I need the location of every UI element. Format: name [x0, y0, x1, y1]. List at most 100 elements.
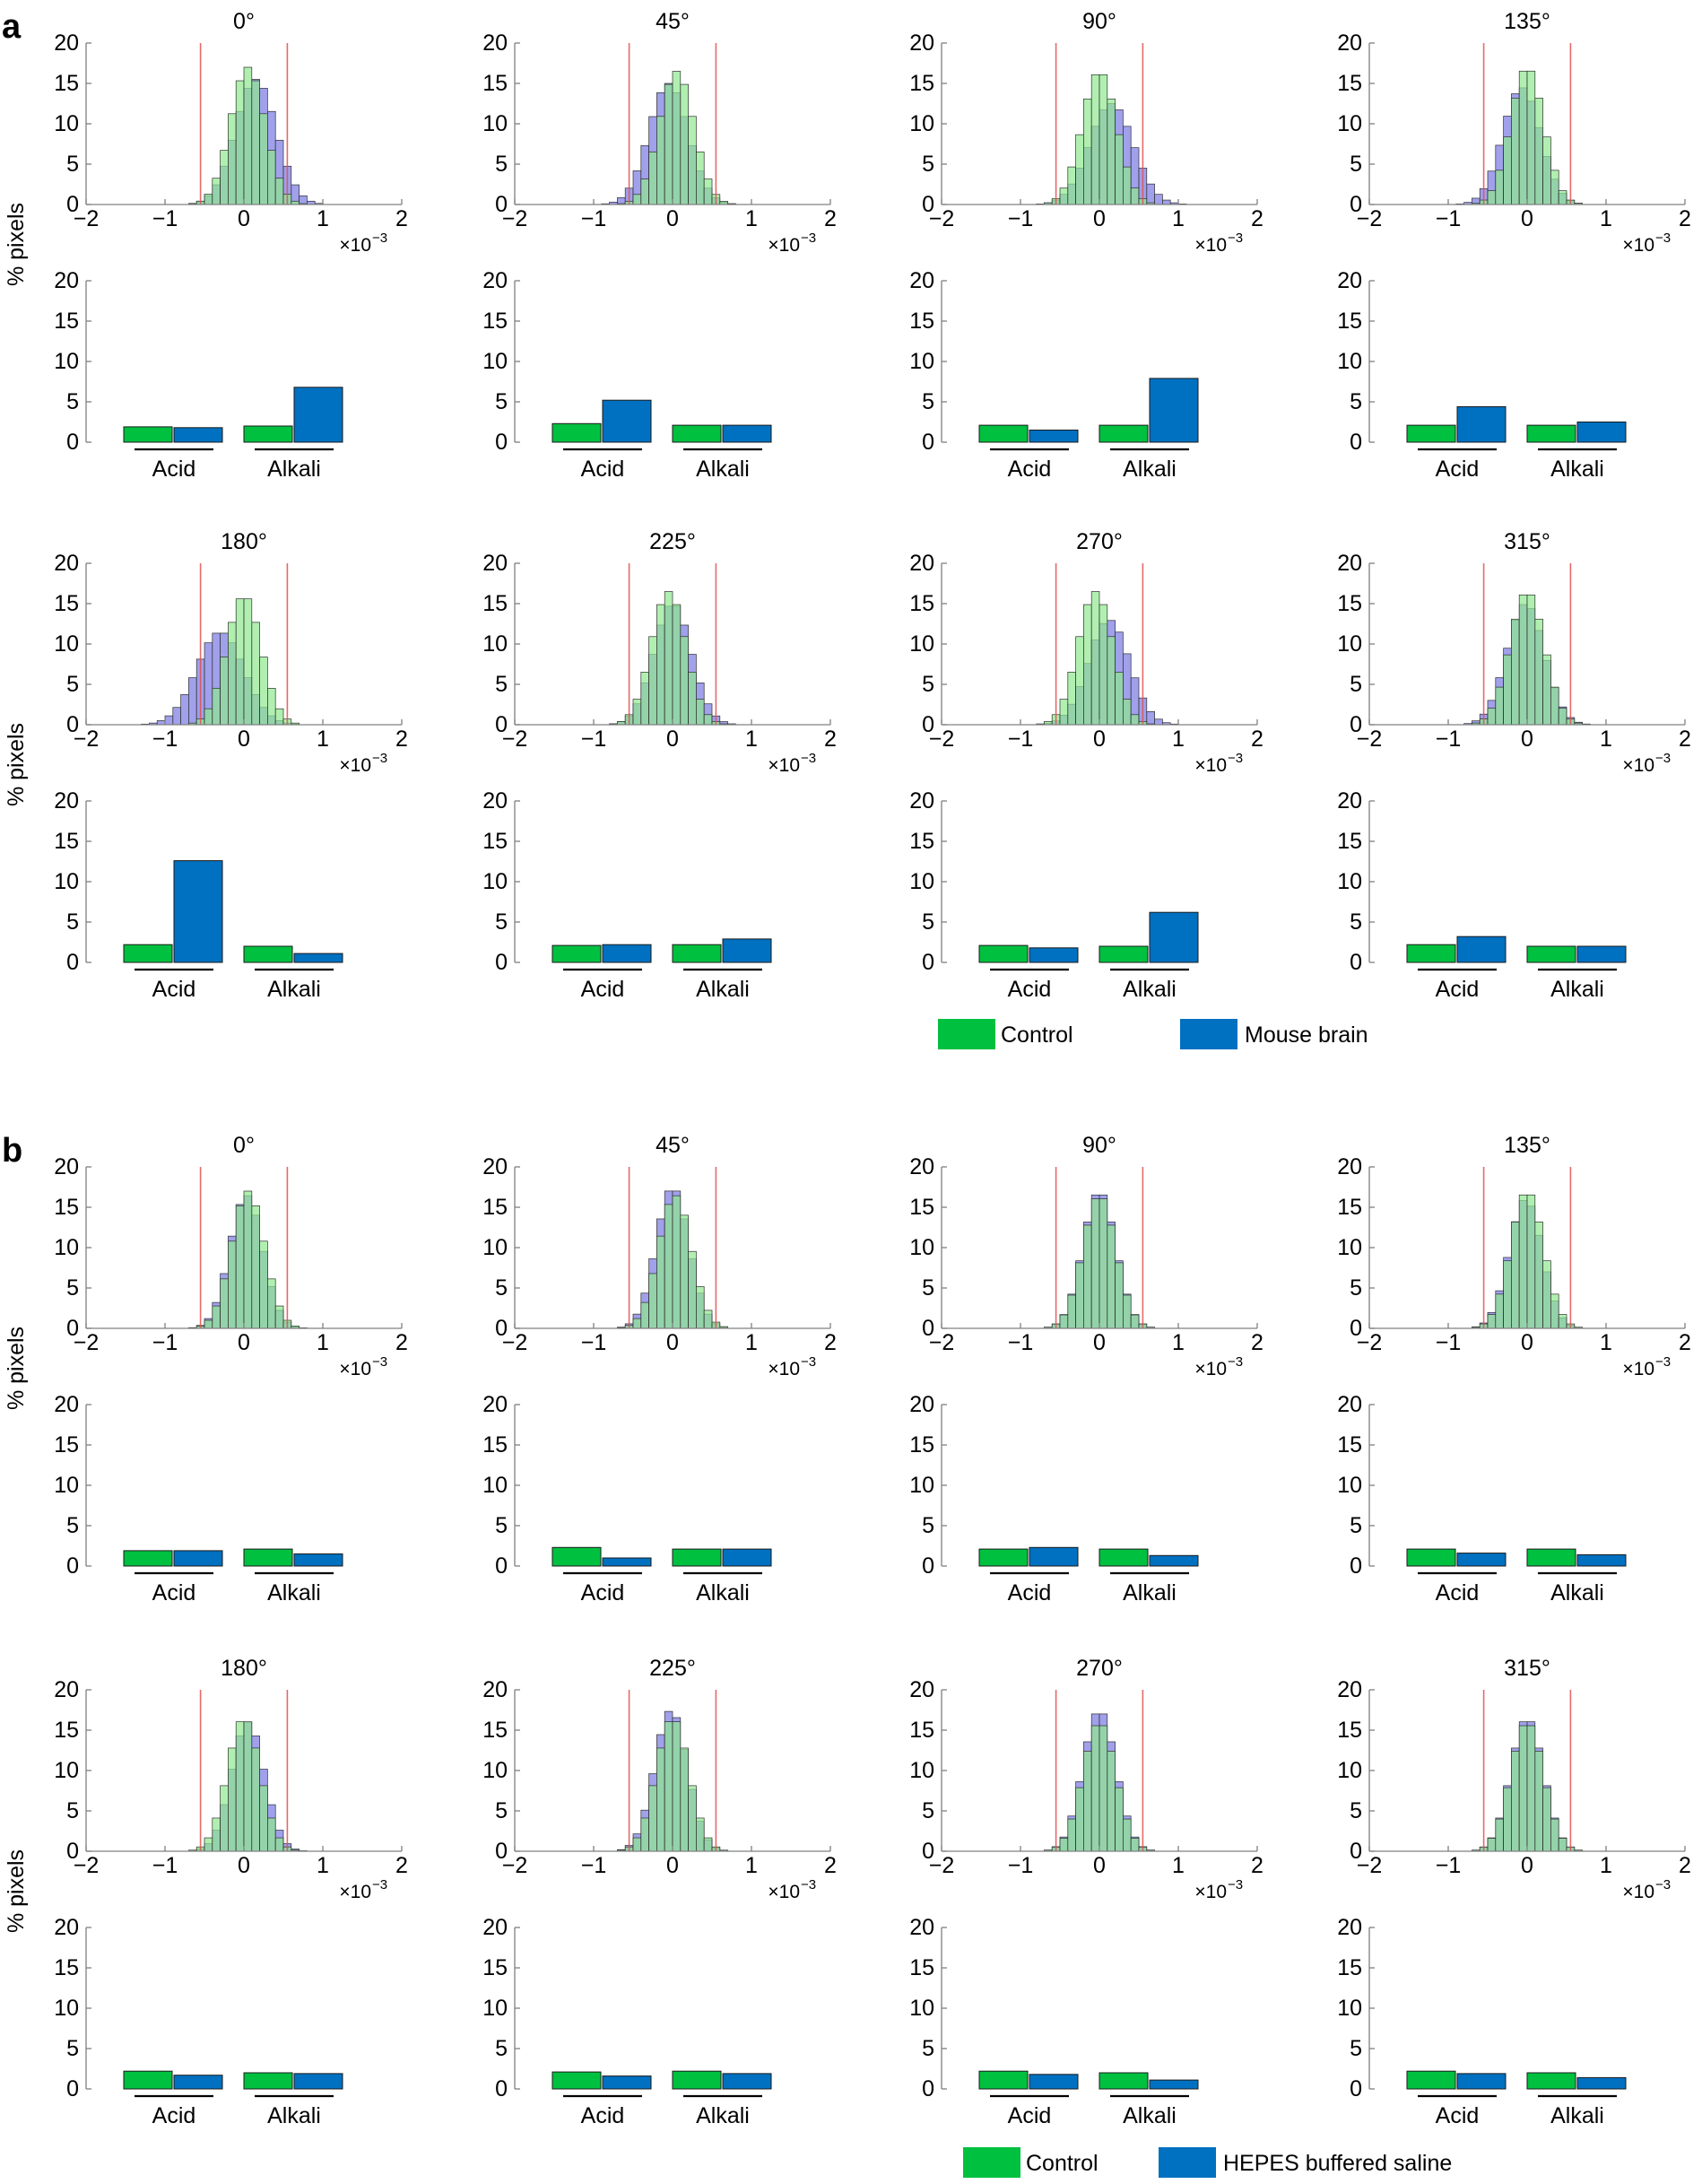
x-tick-label: 2 [395, 727, 408, 752]
group-label-alkali: Alkali [696, 457, 750, 482]
control-hist-bin [656, 1235, 665, 1329]
control-hist-bin [251, 1747, 260, 1852]
hist-y-tick-label: 5 [922, 1798, 934, 1823]
bar-y-tick-label: 0 [66, 2076, 79, 2101]
control-hist-bin [243, 1190, 253, 1329]
bar-y-tick-label: 5 [1350, 2036, 1362, 2061]
acid-treatment-bar [1029, 2074, 1079, 2090]
alkali-treatment-bar [722, 938, 772, 963]
y-axis-label: % pixels [4, 1849, 29, 1933]
bar-y-tick-label: 5 [1350, 389, 1362, 414]
x-tick-label: 1 [745, 727, 758, 752]
control-hist-bin [212, 688, 221, 726]
bar-y-tick-label: 10 [54, 1996, 79, 2021]
hist-y-tick-label: 20 [482, 1154, 508, 1179]
hist-y-tick-label: 20 [54, 551, 79, 576]
group-label-alkali: Alkali [267, 1580, 321, 1605]
bar-y-tick-label: 0 [495, 2076, 508, 2101]
control-hist-bin [672, 1721, 682, 1852]
bar-y-tick-label: 10 [54, 349, 79, 374]
x-tick-label: −1 [1436, 727, 1462, 752]
hist-y-tick-label: 10 [909, 1758, 934, 1783]
x-tick-label: 0 [238, 1853, 250, 1878]
x-exponent-power: −3 [801, 1877, 816, 1893]
hist-y-tick-label: 0 [66, 712, 79, 737]
bar-y-tick-label: 0 [1350, 950, 1362, 975]
control-hist-bin [274, 708, 284, 726]
group-label-alkali: Alkali [267, 2103, 321, 2128]
bar-y-tick-label: 20 [1337, 788, 1362, 814]
histogram-plot-a-0-0: 0° 0 5 10 15 20 −2 −1 0 1 2 ×10 −3 [54, 9, 408, 256]
bar-y-tick-label: 20 [54, 268, 79, 293]
bar-y-tick-label: 0 [922, 430, 934, 455]
hist-y-tick-label: 0 [495, 1316, 508, 1341]
legend-treatment-swatch [1180, 1019, 1237, 1049]
plot-title: 315° [1504, 1656, 1550, 1681]
x-tick-label: 0 [1093, 1330, 1106, 1355]
hist-y-tick-label: 5 [495, 672, 508, 697]
x-tick-label: 1 [1172, 727, 1185, 752]
bar-y-tick-label: 5 [495, 909, 508, 935]
bar-plot-b-1-1: 0 5 10 15 20 Acid Alkali [482, 1915, 772, 2128]
x-tick-label: 2 [1679, 727, 1691, 752]
histogram-plot-a-0-1: 45° 0 5 10 15 20 −2 −1 0 1 2 ×10 −3 [482, 9, 837, 256]
control-hist-bin [688, 672, 697, 726]
bar-plot-a-0-3: 0 5 10 15 20 Acid Alkali [1337, 268, 1627, 482]
bar-y-tick-label: 15 [909, 1955, 934, 1980]
hist-y-tick-label: 10 [482, 631, 508, 657]
control-hist-bin [640, 672, 649, 726]
plot-title: 0° [233, 9, 255, 34]
control-hist-bin [259, 1785, 268, 1852]
hist-y-tick-label: 0 [1350, 192, 1362, 217]
hist-y-tick-label: 20 [1337, 1154, 1362, 1179]
hist-y-tick-label: 15 [482, 1195, 508, 1220]
control-hist-bin [688, 1250, 697, 1329]
control-hist-bin [1550, 170, 1559, 205]
control-hist-bin [1518, 1194, 1528, 1329]
bar-y-tick-label: 5 [1350, 1513, 1362, 1538]
control-hist-bin [1550, 686, 1559, 726]
bar-y-tick-label: 5 [495, 1513, 508, 1538]
hist-y-tick-label: 5 [66, 152, 79, 177]
bar-y-tick-label: 10 [1337, 1996, 1362, 2021]
control-hist-bin [220, 1278, 229, 1329]
x-exponent-power: −3 [372, 231, 387, 246]
control-hist-bin [1067, 672, 1076, 726]
plot-title: 225° [649, 529, 696, 554]
control-hist-bin [1511, 618, 1520, 726]
histogram-plot-b-1-2: 270° 0 5 10 15 20 −2 −1 0 1 2 ×10 −3 [909, 1656, 1263, 1902]
control-hist-bin [672, 1195, 682, 1329]
x-tick-label: −2 [929, 727, 955, 752]
x-tick-label: −1 [581, 206, 607, 231]
control-hist-bin [251, 622, 260, 726]
bar-plot-b-0-1: 0 5 10 15 20 Acid Alkali [482, 1392, 772, 1605]
alkali-treatment-bar [722, 424, 772, 443]
hist-y-tick-label: 10 [54, 631, 79, 657]
bar-y-tick-label: 20 [909, 1392, 934, 1417]
bar-y-tick-label: 0 [66, 950, 79, 975]
control-hist-bin [251, 80, 260, 205]
x-tick-label: 2 [1251, 727, 1263, 752]
control-hist-bin [688, 1785, 697, 1852]
control-hist-bin [664, 83, 673, 205]
control-hist-bin [1542, 1787, 1551, 1852]
control-hist-bin [1487, 190, 1497, 205]
x-tick-label: 2 [395, 1853, 408, 1878]
control-hist-bin [1526, 70, 1536, 205]
control-hist-bin [235, 1721, 245, 1852]
acid-treatment-bar [1456, 935, 1507, 963]
hist-y-tick-label: 15 [1337, 591, 1362, 616]
hist-y-tick-label: 20 [909, 551, 934, 576]
bar-y-tick-label: 15 [54, 1432, 79, 1457]
x-tick-label: 2 [824, 1330, 837, 1355]
bar-plot-b-0-2: 0 5 10 15 20 Acid Alkali [909, 1392, 1199, 1605]
x-exponent-label: ×10 [1622, 755, 1654, 776]
bar-y-tick-label: 10 [1337, 869, 1362, 894]
histogram-plot-b-0-2: 90° 0 5 10 15 20 −2 −1 0 1 2 ×10 −3 [909, 1133, 1263, 1379]
bar-y-tick-label: 15 [54, 1955, 79, 1980]
hist-y-tick-label: 5 [66, 672, 79, 697]
alkali-treatment-bar [722, 1548, 772, 1567]
bar-y-tick-label: 5 [495, 2036, 508, 2061]
x-tick-label: −2 [1357, 206, 1383, 231]
bar-y-tick-label: 20 [909, 788, 934, 814]
